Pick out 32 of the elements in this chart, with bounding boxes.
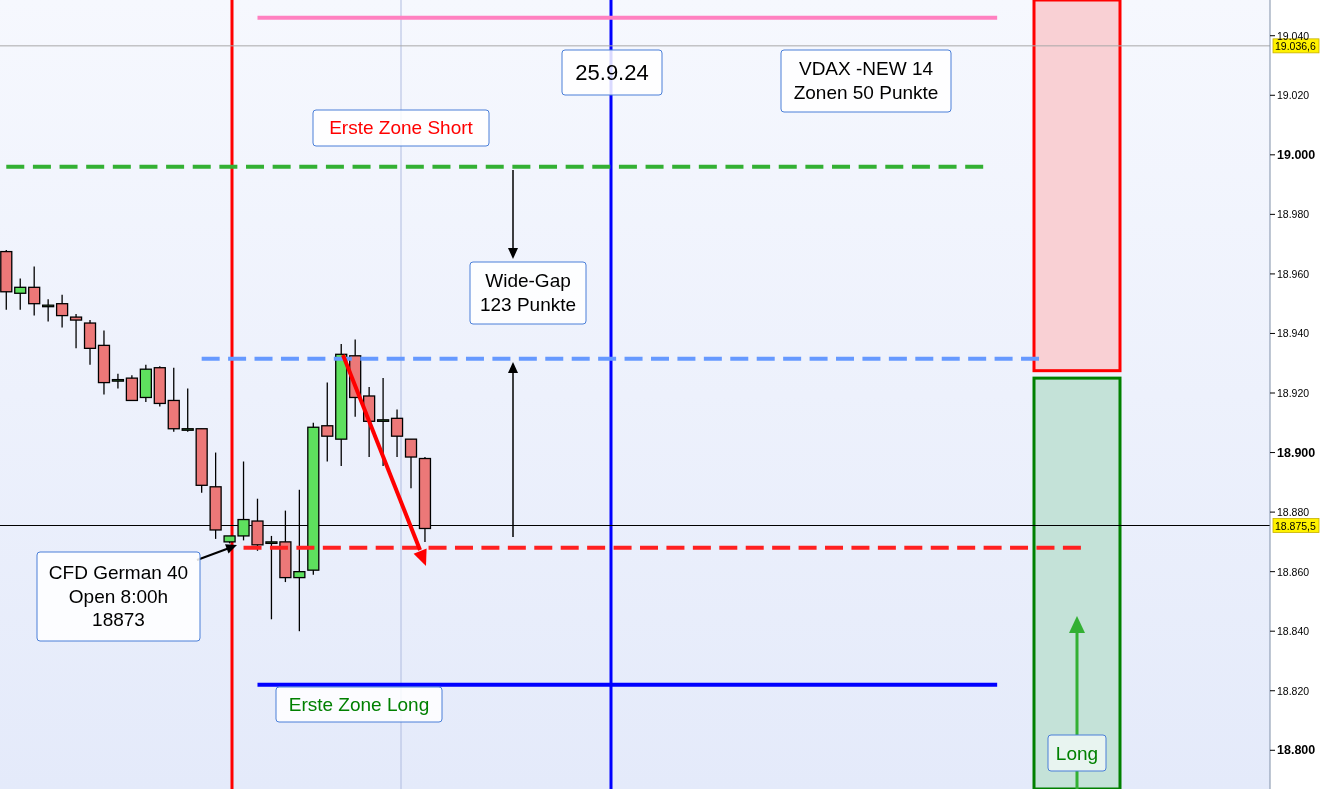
candlestick	[14, 277, 27, 311]
candlestick	[390, 408, 404, 458]
annotation: VDAX -NEW 14 Zonen 50 Punkte	[793, 58, 939, 104]
y-tick-label: 18.820	[1277, 684, 1310, 697]
candlestick	[125, 374, 139, 402]
y-tick-label: 19.000	[1277, 147, 1316, 162]
candlestick	[321, 381, 334, 463]
ref-line-label: 18.875,5	[1275, 519, 1317, 532]
y-tick-label: 18.860	[1277, 565, 1310, 578]
candlestick	[69, 313, 83, 349]
candlestick	[181, 387, 194, 433]
annotation: 25.9.24	[575, 59, 649, 85]
candlestick	[376, 377, 390, 467]
band-label: Long	[1055, 743, 1099, 764]
candlestick	[28, 265, 41, 317]
candlestick	[111, 373, 125, 390]
y-tick-label: 19.020	[1277, 89, 1310, 102]
y-tick-label: 18.900	[1277, 445, 1316, 460]
y-tick-label: 18.980	[1277, 208, 1310, 221]
y-tick-label: 18.940	[1277, 327, 1310, 340]
ref-line-label: 19.036,6	[1275, 39, 1317, 52]
annotation: Wide-Gap 123 Punkte	[479, 270, 577, 316]
y-tick-label: 18.840	[1277, 625, 1310, 638]
y-tick-label: 18.920	[1277, 387, 1310, 400]
annotation: Erste Zone Long	[288, 693, 430, 715]
annotation: Erste Zone Short	[329, 117, 474, 139]
y-tick-label: 18.800	[1277, 743, 1316, 758]
candlestick	[55, 294, 69, 329]
y-tick-label: 18.880	[1277, 506, 1310, 519]
y-tick-label: 18.960	[1277, 267, 1310, 280]
candlestick	[404, 438, 418, 489]
annotation: CFD German 40 Open 8:00h 18873	[48, 561, 189, 631]
